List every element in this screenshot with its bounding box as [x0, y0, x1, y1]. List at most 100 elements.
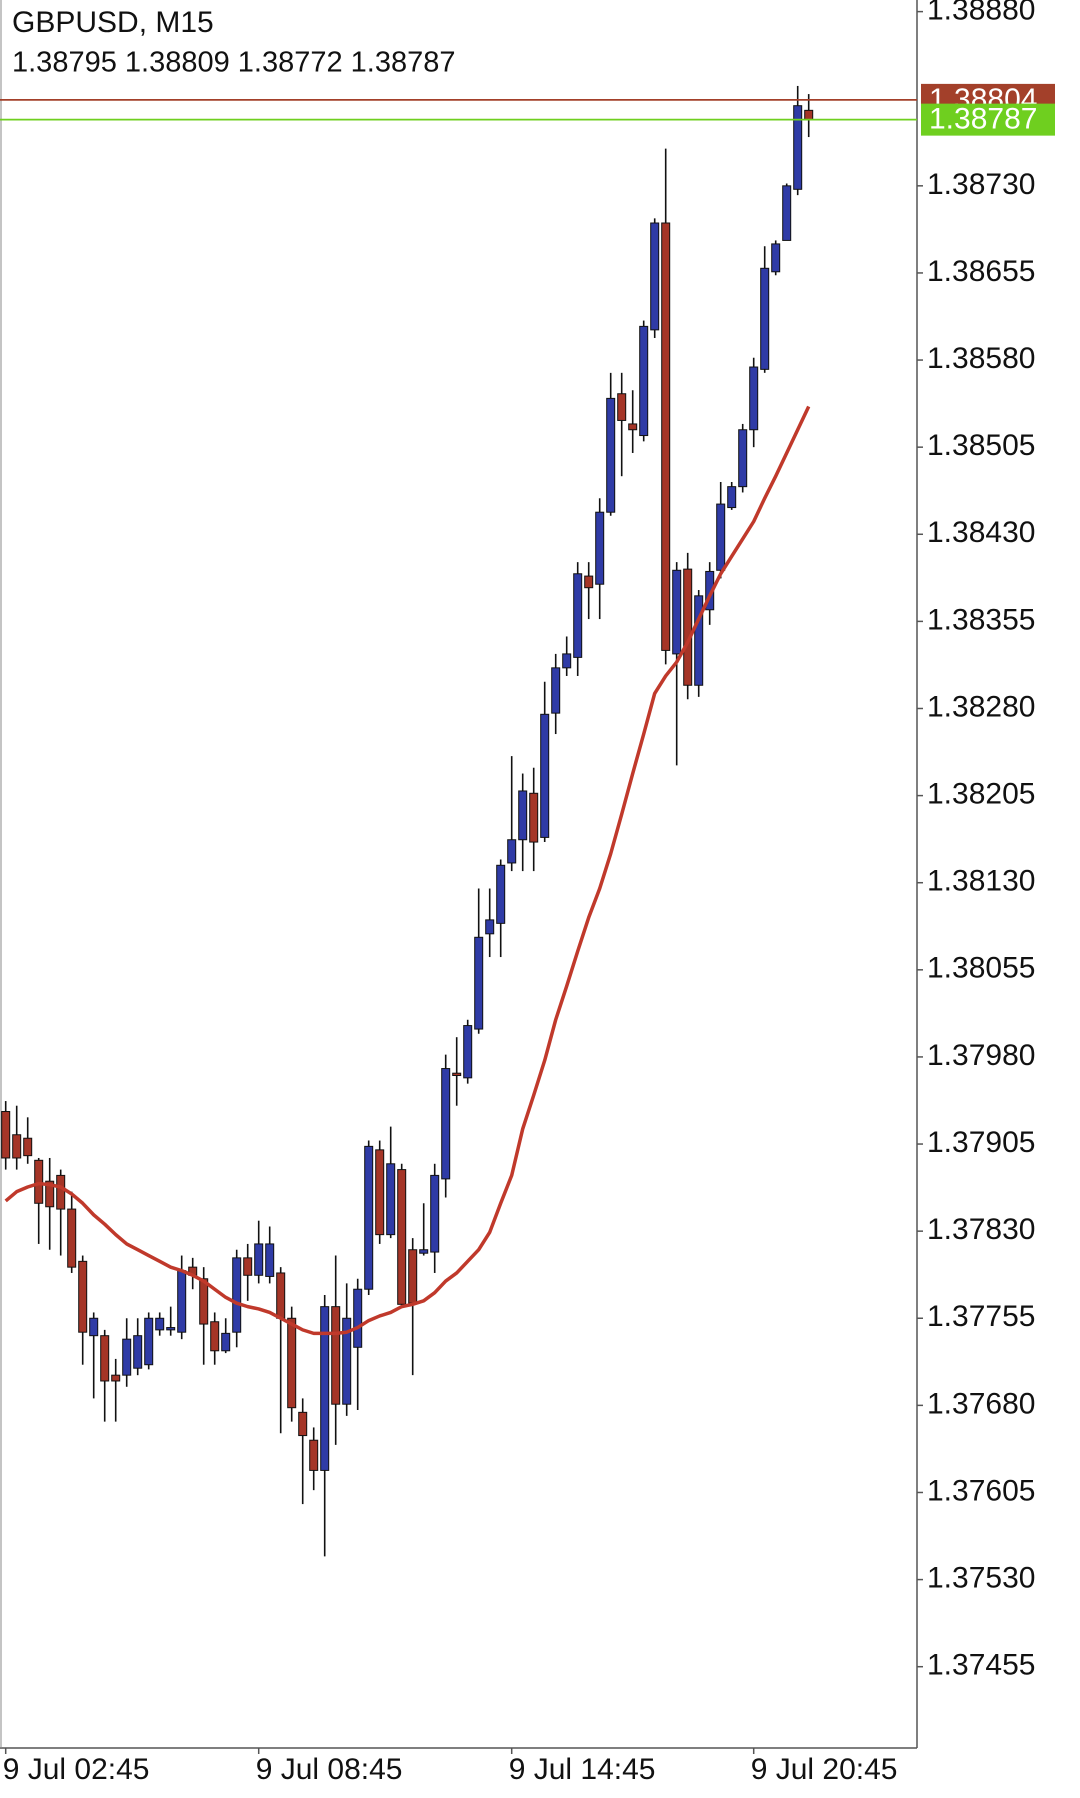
y-tick-label: 1.37755	[927, 1300, 1035, 1333]
candle-body	[210, 1321, 220, 1352]
candle-body	[683, 568, 693, 686]
candle-body	[111, 1374, 121, 1382]
candle-body	[485, 919, 495, 935]
candle-body	[199, 1278, 209, 1325]
candle-body	[595, 511, 605, 585]
y-tick-label: 1.38580	[927, 342, 1035, 375]
y-tick-label: 1.37980	[927, 1039, 1035, 1072]
y-tick-label: 1.38205	[927, 778, 1035, 811]
candle-body	[804, 109, 814, 121]
candle-body	[320, 1306, 330, 1471]
x-tick-label: 9 Jul 08:45	[256, 1753, 403, 1786]
candle-body	[529, 792, 539, 843]
plot	[1, 85, 814, 1557]
candle-body	[540, 713, 550, 838]
y-tick-label: 1.38130	[927, 865, 1035, 898]
candle-body	[749, 366, 759, 431]
candle-body	[67, 1208, 77, 1268]
candle-body	[430, 1174, 440, 1253]
x-tick-label: 9 Jul 02:45	[3, 1753, 150, 1786]
ohlc-readout: 1.38795 1.38809 1.38772 1.38787	[12, 47, 455, 79]
candle-body	[1, 1111, 11, 1159]
y-tick-label: 1.38880	[927, 0, 1035, 27]
candle-body	[364, 1145, 374, 1290]
candle-body	[276, 1272, 286, 1319]
y-tick-label: 1.38655	[927, 255, 1035, 288]
candle-body	[760, 267, 770, 370]
candle-body	[650, 222, 660, 331]
candle-body	[441, 1068, 451, 1180]
moving-average-line	[4, 405, 811, 1336]
candle-body	[496, 864, 506, 924]
candle-body	[716, 503, 726, 571]
candle-body	[507, 839, 517, 864]
candle-body	[45, 1180, 55, 1208]
y-tick-label: 1.38430	[927, 516, 1035, 549]
y-tick-label: 1.38280	[927, 690, 1035, 723]
candle-body	[628, 423, 638, 431]
candle-body	[265, 1243, 275, 1277]
candle-body	[661, 222, 671, 651]
x-tick-label: 9 Jul 14:45	[509, 1753, 656, 1786]
candle-body	[353, 1288, 363, 1348]
price-label-box	[921, 103, 1055, 136]
x-tick-label: 9 Jul 20:45	[751, 1753, 898, 1786]
candle-body	[672, 569, 682, 655]
candle-body	[155, 1317, 165, 1331]
candle-body	[573, 573, 583, 658]
candle-body	[518, 790, 528, 841]
candle-body	[221, 1332, 231, 1352]
y-tick-label: 1.37905	[927, 1126, 1035, 1159]
candle-body	[298, 1411, 308, 1437]
candle-body	[606, 397, 616, 513]
y-tick-label: 1.37530	[927, 1562, 1035, 1595]
candle-body	[78, 1260, 88, 1333]
candle-body	[474, 936, 484, 1030]
candle-body	[375, 1149, 385, 1236]
chart-title: GBPUSD, M15	[12, 6, 214, 39]
candle-body	[639, 325, 649, 437]
candle-body	[397, 1169, 407, 1305]
candle-body	[562, 653, 572, 669]
candle-body	[232, 1257, 242, 1333]
candle-body	[419, 1249, 429, 1254]
candle-body	[584, 575, 594, 589]
candle-body	[89, 1317, 99, 1337]
y-tick-label: 1.38730	[927, 168, 1035, 201]
candle-body	[771, 243, 781, 273]
candle-body	[793, 105, 803, 190]
candle-body	[551, 667, 561, 714]
candle-body	[331, 1306, 341, 1405]
y-tick-label: 1.37680	[927, 1387, 1035, 1420]
candle-body	[386, 1163, 396, 1236]
candle-body	[56, 1174, 66, 1210]
candle-body	[166, 1327, 176, 1331]
price-label: 1.38787	[929, 103, 1037, 136]
y-tick-label: 1.38355	[927, 603, 1035, 636]
candle-body	[342, 1317, 352, 1405]
candle-body	[782, 185, 792, 241]
candle-body	[23, 1137, 33, 1157]
candle-body	[463, 1025, 473, 1079]
y-tick-label: 1.37830	[927, 1213, 1035, 1246]
candle-body	[243, 1257, 253, 1276]
candle-body	[133, 1335, 143, 1369]
candle-body	[694, 595, 704, 686]
candle-body	[727, 486, 737, 509]
candle-body	[254, 1243, 264, 1276]
candle-body	[177, 1270, 187, 1333]
candle-body	[122, 1338, 132, 1376]
candle-body	[100, 1335, 110, 1382]
candle-body	[287, 1317, 297, 1409]
candle-body	[617, 393, 627, 421]
y-tick-label: 1.38055	[927, 952, 1035, 985]
y-tick-label: 1.38505	[927, 429, 1035, 462]
y-tick-label: 1.37455	[927, 1649, 1035, 1682]
candle-body	[408, 1249, 418, 1304]
candle-body	[738, 429, 748, 488]
y-tick-label: 1.37605	[927, 1474, 1035, 1507]
